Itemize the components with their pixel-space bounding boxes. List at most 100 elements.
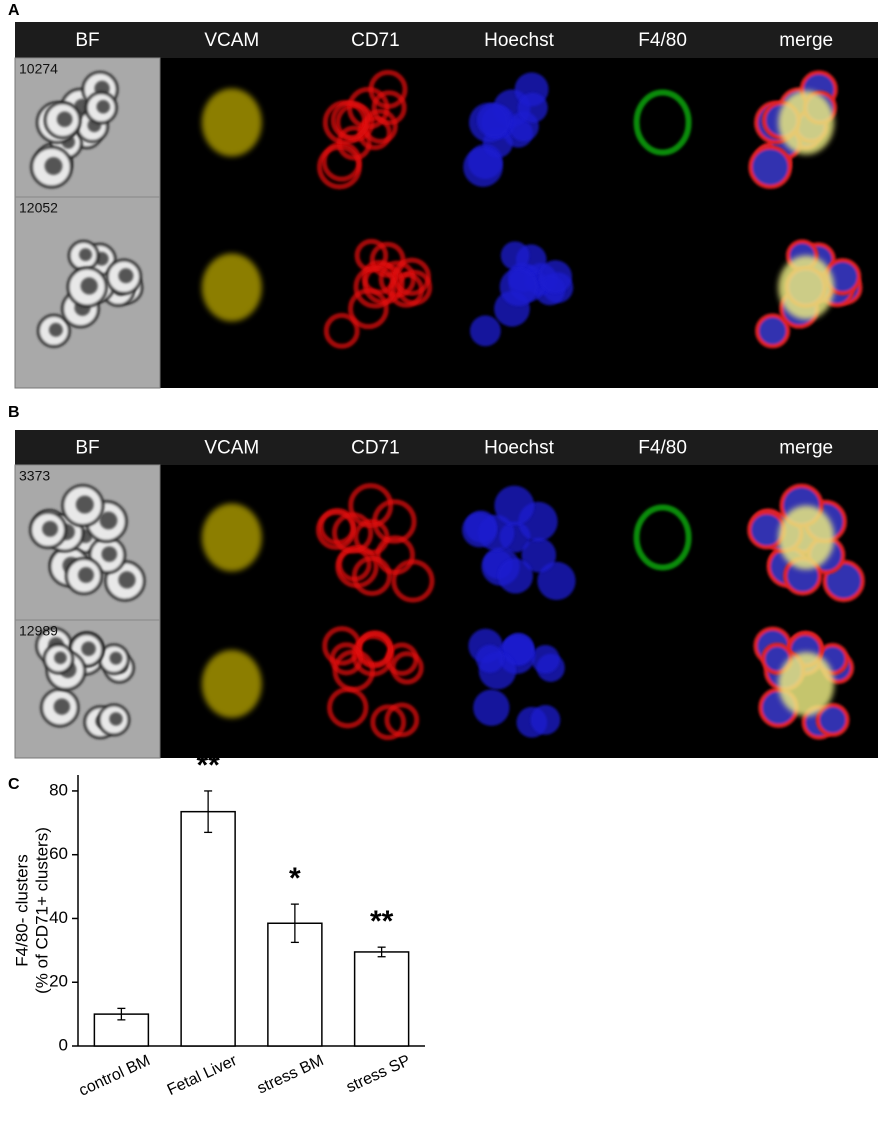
cell: [323, 312, 360, 349]
cell: [473, 689, 510, 726]
cell: [463, 147, 503, 187]
micrograph: [323, 238, 433, 349]
cell: [348, 483, 394, 528]
nucleus: [118, 268, 134, 284]
nucleus: [109, 651, 123, 665]
y-axis-label: F4/80- clusters: [12, 854, 31, 966]
micrograph: [201, 253, 262, 322]
macrophage: [778, 505, 835, 570]
signal: [633, 504, 692, 571]
micrograph: [468, 628, 565, 738]
nucleus: [96, 100, 111, 114]
cell: [755, 313, 791, 349]
micrograph: [463, 72, 549, 187]
panel-label: A: [8, 2, 20, 19]
micrograph: [755, 239, 863, 349]
cell: [538, 260, 573, 294]
micrograph: [747, 483, 865, 603]
cell: [475, 644, 504, 673]
nucleus: [109, 712, 123, 726]
cell: [375, 535, 416, 575]
column-header: merge: [779, 30, 833, 51]
x-tick-label: Fetal Liver: [165, 1052, 240, 1099]
column-header: CD71: [351, 438, 400, 459]
cell: [329, 642, 363, 676]
column-header: F4/80: [638, 30, 687, 51]
cell: [371, 90, 407, 126]
cell: [476, 102, 512, 138]
signal: [201, 253, 262, 322]
cell: [315, 509, 356, 550]
cell-id: 3373: [19, 468, 50, 484]
micrograph: [462, 485, 576, 601]
cell: [368, 69, 408, 109]
nucleus: [80, 277, 98, 295]
micrograph: [315, 483, 435, 603]
micrograph: [317, 69, 408, 190]
significance: *: [289, 862, 301, 895]
panel-label: B: [8, 404, 20, 421]
column-header: CD71: [351, 30, 400, 51]
micrograph: [14, 619, 161, 759]
column-header: VCAM: [204, 30, 259, 51]
micrograph: [201, 650, 262, 718]
micrograph: [633, 504, 692, 571]
bar: [180, 810, 236, 1047]
micrograph: [753, 626, 855, 740]
nucleus: [53, 698, 71, 715]
cell: [497, 558, 534, 594]
micrograph: [14, 57, 161, 198]
micrograph: [201, 503, 262, 572]
y-tick-label: 40: [49, 908, 68, 927]
nucleus: [78, 567, 94, 583]
cell: [494, 485, 535, 526]
nucleus: [56, 111, 73, 128]
nucleus: [79, 248, 92, 262]
cell: [499, 267, 538, 307]
y-tick-label: 60: [49, 844, 68, 863]
cell: [531, 644, 560, 674]
micrograph: [748, 70, 838, 189]
micrograph: [322, 626, 424, 741]
cell: [517, 92, 548, 123]
macrophage: [778, 652, 835, 716]
signal: [201, 650, 262, 718]
cell: [530, 705, 561, 735]
nucleus: [118, 571, 136, 589]
cell: [330, 100, 371, 141]
y-tick-label: 20: [49, 972, 68, 991]
nucleus: [99, 511, 118, 530]
nucleus: [44, 157, 63, 175]
micrograph: [469, 241, 574, 347]
signal: [201, 503, 262, 572]
cell: [537, 561, 576, 601]
column-header: Hoechst: [484, 438, 554, 459]
nucleus: [42, 520, 58, 537]
y-tick-label: 0: [59, 1035, 68, 1054]
column-header: Hoechst: [484, 30, 554, 51]
x-tick-label: stress SP: [344, 1052, 413, 1096]
header-bar: [15, 22, 878, 58]
signal: [633, 89, 692, 156]
cell: [351, 555, 392, 597]
column-header: VCAM: [204, 438, 259, 459]
micrograph: [201, 88, 262, 157]
x-tick-label: stress BM: [255, 1052, 327, 1097]
nucleus: [54, 651, 67, 665]
cell-id: 12052: [19, 200, 58, 216]
cell: [500, 241, 530, 270]
y-axis-label: (% of CD71+ clusters): [32, 827, 51, 994]
cell: [372, 499, 417, 544]
macrophage: [778, 90, 835, 155]
significance: **: [196, 749, 220, 782]
micrograph: [633, 89, 692, 156]
cell-id: 10274: [19, 61, 58, 77]
cell: [317, 144, 362, 190]
header-bar: [15, 430, 878, 465]
column-header: BF: [75, 438, 99, 459]
cell-id: 12989: [19, 623, 58, 639]
nucleus: [75, 495, 94, 514]
x-tick-label: control BM: [76, 1052, 152, 1100]
cell: [370, 704, 407, 741]
